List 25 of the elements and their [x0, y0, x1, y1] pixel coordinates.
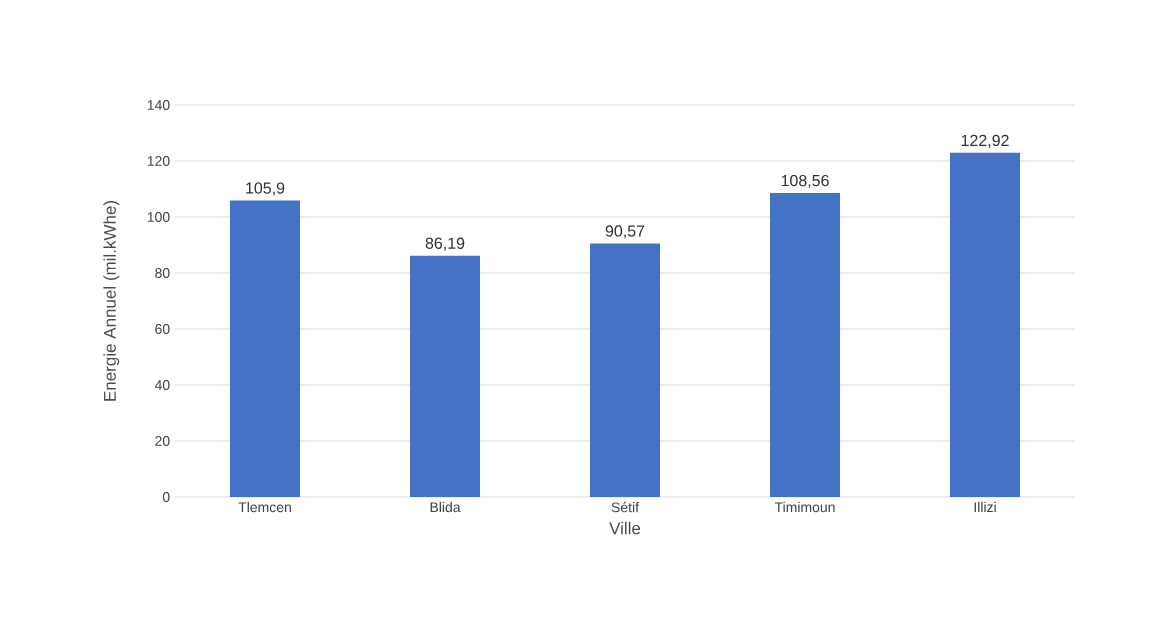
x-tick-label: Blida [430, 501, 461, 513]
data-label: 86,19 [425, 237, 465, 251]
x-tick-label: Illizi [974, 501, 996, 513]
data-label: 122,92 [961, 134, 1009, 148]
x-tick-label: Sétif [611, 501, 640, 513]
data-label: 108,56 [781, 174, 829, 189]
y-tick-label: 0 [162, 492, 170, 502]
bar [770, 193, 841, 497]
y-tick-label: 100 [147, 212, 170, 222]
y-tick-label: 20 [155, 436, 170, 446]
bar [230, 200, 300, 497]
y-axis-title: Energie Annuel (mil.kWhe) [103, 201, 120, 401]
x-tick-label: Tlemcen [238, 501, 291, 513]
bar [590, 243, 661, 497]
y-tick-label: 120 [147, 156, 170, 166]
data-label: 90,57 [605, 225, 645, 239]
y-tick-label: 60 [155, 324, 170, 334]
bar [950, 152, 1021, 497]
data-label: 105,9 [246, 182, 285, 196]
y-tick-label: 40 [154, 380, 170, 390]
y-tick-label: 140 [147, 100, 170, 110]
bar [410, 255, 480, 497]
y-tick-label: 80 [155, 268, 170, 278]
x-axis-title: Ville [609, 521, 641, 535]
x-tick-label: Timimoun [774, 501, 835, 513]
